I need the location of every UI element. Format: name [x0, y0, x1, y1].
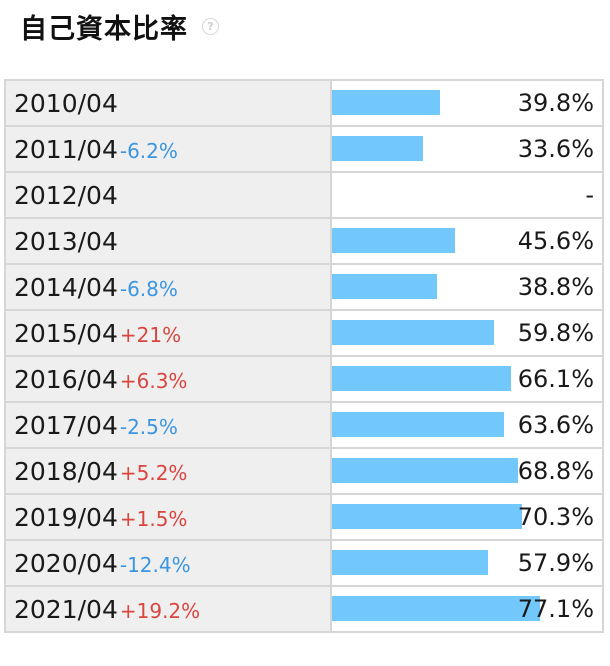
value-cell: 77.1% [330, 585, 604, 633]
change-label: -2.5% [119, 414, 178, 439]
year-label: 2011/04 [14, 134, 118, 164]
ratio-bar [332, 550, 489, 575]
ratio-bar [332, 412, 504, 437]
ratio-bar [332, 458, 518, 483]
year-cell: 2012/04 [4, 171, 332, 219]
year-cell: 2013/04 [4, 217, 332, 265]
year-label: 2014/04 [14, 272, 118, 302]
change-label: +21% [119, 322, 182, 347]
value-cell: 38.8% [330, 263, 604, 311]
year-cell: 2020/04 -12.4% [4, 539, 332, 587]
value-label: 77.1% [517, 595, 594, 623]
change-label: +1.5% [119, 506, 188, 531]
ratio-table: 2010/04 39.8% 2011/04 -6.2% 33.6% 2012/04-201… [4, 79, 604, 633]
year-label: 2018/04 [14, 456, 118, 486]
value-label: 63.6% [517, 411, 594, 439]
value-cell: 68.8% [330, 447, 604, 495]
ratio-bar [332, 504, 522, 529]
year-cell: 2010/04 [4, 79, 332, 127]
value-label: 45.6% [517, 227, 594, 255]
value-label: 66.1% [517, 365, 594, 393]
year-cell: 2014/04 -6.8% [4, 263, 332, 311]
year-cell: 2021/04 +19.2% [4, 585, 332, 633]
value-cell: - [330, 171, 604, 219]
year-label: 2012/04 [14, 180, 118, 210]
year-label: 2019/04 [14, 502, 118, 532]
value-label: 38.8% [517, 273, 594, 301]
value-cell: 70.3% [330, 493, 604, 541]
year-cell: 2016/04 +6.3% [4, 355, 332, 403]
year-label: 2021/04 [14, 594, 118, 624]
table-body: 2010/04 39.8% 2011/04 -6.2% 33.6% 2012/04-201… [4, 79, 604, 633]
value-label: 33.6% [517, 135, 594, 163]
value-label: - [585, 181, 594, 209]
year-label: 2016/04 [14, 364, 118, 394]
help-icon[interactable]: ? [202, 17, 219, 35]
change-label: +19.2% [119, 598, 201, 623]
year-cell: 2011/04 -6.2% [4, 125, 332, 173]
value-cell: 57.9% [330, 539, 604, 587]
value-label: 59.8% [517, 319, 594, 347]
year-label: 2015/04 [14, 318, 118, 348]
year-label: 2020/04 [14, 548, 118, 578]
value-cell: 59.8% [330, 309, 604, 357]
ratio-bar [332, 136, 423, 161]
year-cell: 2018/04 +5.2% [4, 447, 332, 495]
year-cell: 2015/04 +21% [4, 309, 332, 357]
table-row: 2019/04 +1.5% 70.3% [4, 493, 604, 541]
ratio-bar [332, 366, 511, 391]
value-label: 57.9% [517, 549, 594, 577]
year-label: 2013/04 [14, 226, 118, 256]
table-row: 2014/04 -6.8% 38.8% [4, 263, 604, 311]
table-row: 2015/04 +21% 59.8% [4, 309, 604, 357]
value-label: 70.3% [517, 503, 594, 531]
change-label: +6.3% [119, 368, 188, 393]
table-row: 2018/04 +5.2% 68.8% [4, 447, 604, 495]
ratio-bar [332, 320, 494, 345]
value-cell: 45.6% [330, 217, 604, 265]
table-row: 2016/04 +6.3% 66.1% [4, 355, 604, 403]
value-label: 39.8% [517, 89, 594, 117]
value-label: 68.8% [517, 457, 594, 485]
table-row: 2017/04 -2.5% 63.6% [4, 401, 604, 449]
ratio-bar [332, 90, 440, 115]
year-label: 2010/04 [14, 88, 118, 118]
table-row: 2010/04 39.8% [4, 79, 604, 127]
table-row: 2012/04 - [4, 171, 604, 219]
change-label: -12.4% [119, 552, 191, 577]
value-cell: 63.6% [330, 401, 604, 449]
header: 自己資本比率 ? [20, 4, 219, 48]
ratio-bar [332, 228, 456, 253]
year-cell: 2017/04 -2.5% [4, 401, 332, 449]
table-row: 2020/04 -12.4% 57.9% [4, 539, 604, 587]
change-label: -6.8% [119, 276, 178, 301]
ratio-bar [332, 274, 437, 299]
change-label: +5.2% [119, 460, 188, 485]
table-row: 2011/04 -6.2% 33.6% [4, 125, 604, 173]
value-cell: 33.6% [330, 125, 604, 173]
year-cell: 2019/04 +1.5% [4, 493, 332, 541]
table-row: 2021/04 +19.2% 77.1% [4, 585, 604, 633]
page-title: 自己資本比率 [20, 13, 188, 45]
value-cell: 39.8% [330, 79, 604, 127]
ratio-bar [332, 596, 541, 621]
change-label: -6.2% [119, 138, 178, 163]
year-label: 2017/04 [14, 410, 118, 440]
table-row: 2013/04 45.6% [4, 217, 604, 265]
value-cell: 66.1% [330, 355, 604, 403]
